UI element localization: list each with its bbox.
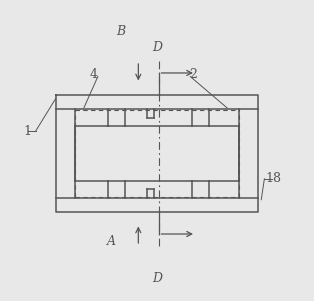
Text: D: D	[152, 272, 162, 285]
Text: 1: 1	[24, 125, 32, 138]
Text: A: A	[107, 235, 116, 248]
Text: B: B	[116, 25, 126, 38]
Text: D: D	[152, 41, 162, 54]
Text: 2: 2	[189, 68, 197, 81]
Text: 4: 4	[89, 68, 97, 81]
Text: 18: 18	[266, 172, 282, 185]
